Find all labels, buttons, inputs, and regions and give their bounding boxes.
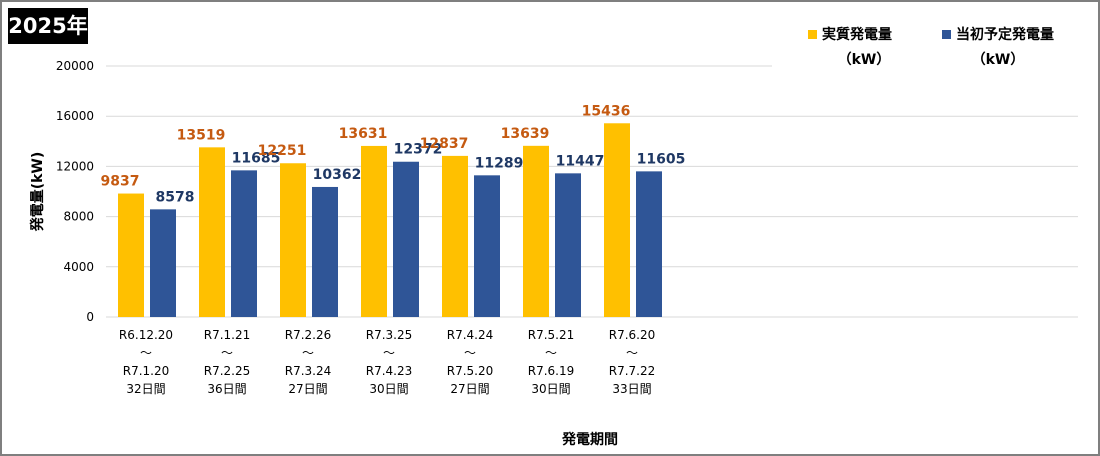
x-tick-label: R7.4.24: [447, 328, 494, 342]
x-tick-label: R7.5.20: [447, 364, 494, 378]
x-tick-label: 27日間: [288, 382, 327, 396]
data-label: 10362: [313, 167, 362, 183]
data-label: 12372: [394, 142, 443, 158]
bar: [636, 171, 662, 317]
data-label: 13639: [501, 126, 550, 142]
x-tick-label: R7.1.20: [123, 364, 170, 378]
bar: [150, 209, 176, 317]
bar: [231, 170, 257, 317]
x-tick-label: ～: [626, 346, 638, 360]
legend-label: 実質発電量: [822, 26, 892, 43]
data-label: 8578: [156, 189, 195, 205]
data-label: 9837: [101, 174, 140, 190]
x-tick-label: ～: [545, 346, 557, 360]
legend-unit: （kW）: [972, 52, 1025, 68]
year-badge: 2025年: [8, 8, 88, 44]
data-label: 11447: [556, 153, 605, 169]
y-tick-label: 4000: [63, 260, 94, 274]
x-tick-label: 30日間: [531, 382, 570, 396]
bar: [442, 155, 468, 317]
x-tick-label: R6.12.20: [119, 328, 173, 342]
y-tick-label: 16000: [56, 109, 94, 123]
y-axis-title: 発電量(kW): [29, 152, 46, 233]
data-label: 11605: [637, 151, 686, 167]
x-tick-label: 27日間: [450, 382, 489, 396]
x-tick-label: ～: [302, 346, 314, 360]
x-tick-label: 33日間: [612, 382, 651, 396]
x-tick-label: R7.3.24: [285, 364, 332, 378]
bar: [280, 163, 306, 317]
data-label: 12251: [258, 143, 307, 159]
legend-label: 当初予定発電量: [956, 26, 1054, 43]
legend-swatch: [942, 30, 951, 39]
data-label: 15436: [582, 103, 631, 119]
data-label: 12837: [420, 136, 469, 152]
data-label: 11685: [232, 150, 281, 166]
x-tick-label: R7.7.22: [609, 364, 656, 378]
x-tick-label: R7.5.21: [528, 328, 575, 342]
legend-unit: （kW）: [838, 52, 891, 68]
x-tick-label: ～: [464, 346, 476, 360]
x-tick-label: ～: [140, 346, 152, 360]
bar: [361, 145, 387, 317]
x-tick-label: 32日間: [126, 382, 165, 396]
x-tick-label: 30日間: [369, 382, 408, 396]
bar: [199, 147, 225, 317]
x-tick-label: R7.6.20: [609, 328, 656, 342]
y-tick-label: 12000: [56, 159, 94, 173]
x-tick-label: ～: [221, 346, 233, 360]
x-tick-label: R7.3.25: [366, 328, 413, 342]
x-axis-title: 発電期間: [561, 431, 618, 448]
y-tick-label: 8000: [63, 210, 94, 224]
bar: [604, 123, 630, 317]
x-tick-label: R7.2.26: [285, 328, 332, 342]
x-tick-label: R7.4.23: [366, 364, 413, 378]
x-tick-label: R7.2.25: [204, 364, 251, 378]
bar: [555, 173, 581, 317]
x-tick-label: R7.6.19: [528, 364, 575, 378]
data-label: 13631: [339, 126, 388, 142]
legend-swatch: [808, 30, 817, 39]
y-tick-label: 0: [86, 310, 94, 324]
x-tick-label: 36日間: [207, 382, 246, 396]
bar: [393, 161, 419, 317]
bar: [118, 193, 144, 317]
x-tick-label: R7.1.21: [204, 328, 251, 342]
bar: [474, 175, 500, 317]
bar: [523, 145, 549, 317]
data-label: 11289: [475, 155, 524, 171]
data-label: 13519: [177, 127, 226, 143]
y-tick-label: 20000: [56, 59, 94, 73]
x-tick-label: ～: [383, 346, 395, 360]
bar: [312, 186, 338, 317]
